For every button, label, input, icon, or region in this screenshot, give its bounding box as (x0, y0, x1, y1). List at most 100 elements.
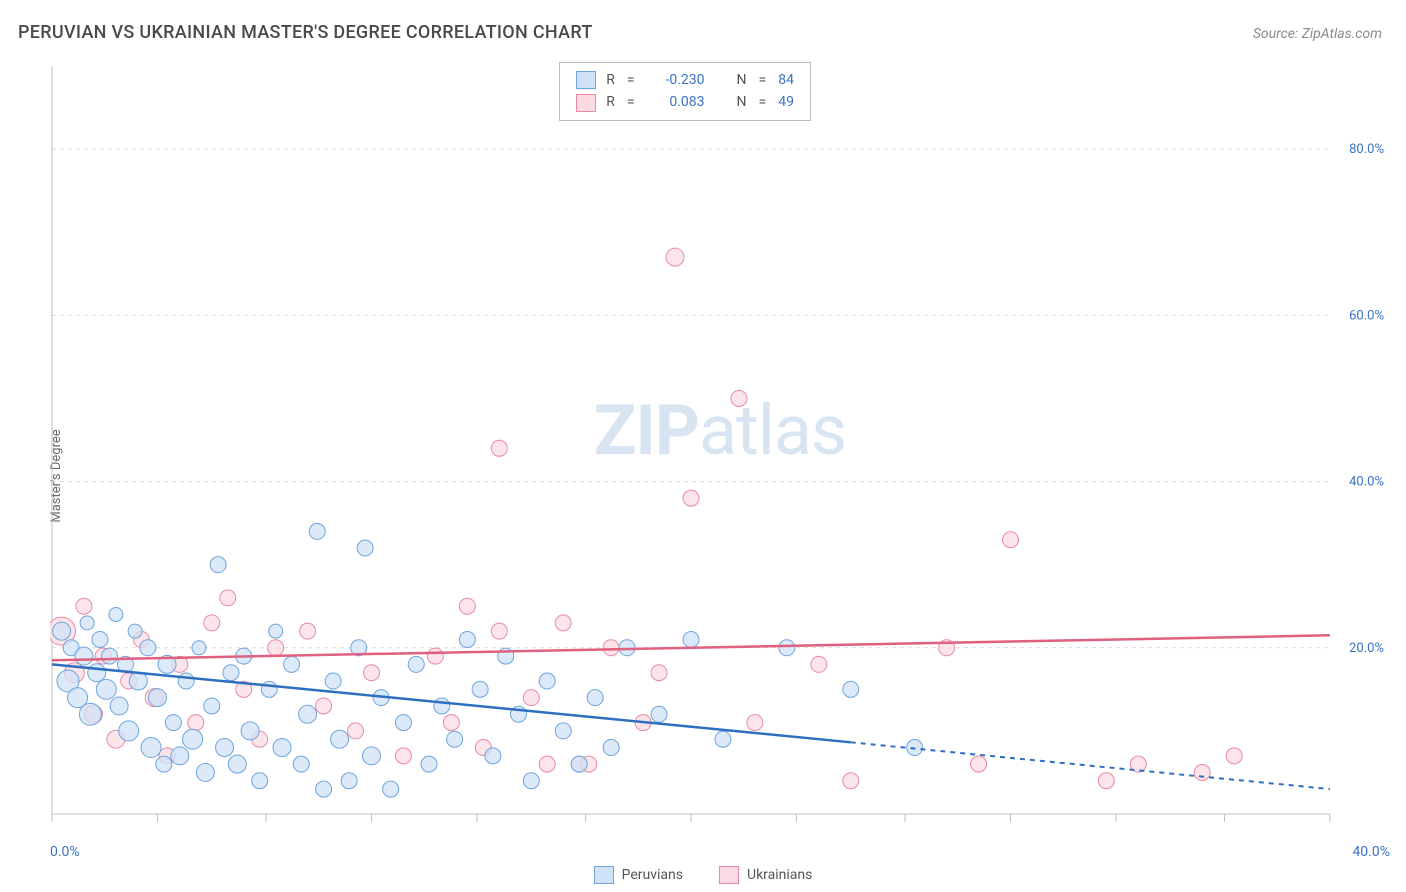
peruvians-point (79, 703, 101, 725)
series-legend-item: Peruvians (594, 866, 683, 884)
legend-swatch (576, 71, 596, 89)
ukrainians-point (76, 598, 92, 614)
ukrainians-point (603, 640, 619, 656)
peruvians-point (192, 641, 206, 655)
peruvians-point (316, 781, 332, 797)
ukrainians-point (491, 623, 507, 639)
legend-stat-row: R=-0.230N=84 (576, 69, 794, 91)
x-axis-min-label: 0.0% (50, 844, 80, 860)
peruvians-point (472, 681, 488, 697)
peruvians-point (110, 697, 128, 715)
peruvians-point (252, 773, 268, 789)
ukrainians-point (427, 648, 443, 664)
peruvians-point (75, 647, 93, 665)
peruvians-point (141, 738, 161, 758)
ukrainians-point (539, 756, 555, 772)
scatter-chart-svg: 20.0% 40.0% 60.0% 80.0% (50, 60, 1390, 832)
ukrainians-point (651, 665, 667, 681)
y-tick-label: 20.0% (1349, 641, 1384, 656)
peruvians-point (363, 747, 381, 765)
peruvians-point (148, 689, 166, 707)
legend-stat-row: R=0.083N=49 (576, 91, 794, 113)
peruvians-point (603, 740, 619, 756)
peruvians-point (171, 747, 189, 765)
peruvians-point (80, 616, 94, 630)
peruvians-point (183, 729, 203, 749)
ukrainians-point (971, 756, 987, 772)
peruvians-point (383, 781, 399, 797)
y-tick-label: 80.0% (1349, 142, 1384, 157)
ukrainians-point (666, 248, 684, 266)
chart-source: Source: ZipAtlas.com (1253, 26, 1382, 42)
peruvians-point (683, 631, 699, 647)
chart-title: PERUVIAN VS UKRAINIAN MASTER'S DEGREE CO… (18, 22, 593, 43)
peruvians-point (178, 673, 194, 689)
peruvians-point (907, 740, 923, 756)
peruvians-point (273, 739, 291, 757)
peruvians-point (228, 755, 246, 773)
peruvians-point (156, 756, 172, 772)
peruvians-point (293, 756, 309, 772)
peruvians-point (421, 756, 437, 772)
ukrainians-point (731, 390, 747, 406)
plot-area: 20.0%40.0%60.0%80.0% ZIPatlas R=-0.230N=… (50, 60, 1390, 832)
peruvians-point (341, 773, 357, 789)
ukrainians-point (1003, 532, 1019, 548)
ukrainians-point (395, 748, 411, 764)
peruvians-point (109, 608, 123, 622)
peruvians-point (216, 739, 234, 757)
ukrainians-point (683, 490, 699, 506)
peruvians-point (223, 665, 239, 681)
peruvians-point (539, 673, 555, 689)
peruvians-point (485, 748, 501, 764)
peruvians-point (408, 656, 424, 672)
peruvians-point (165, 715, 181, 731)
ukrainians-point (811, 656, 827, 672)
peruvians-point (331, 730, 349, 748)
peruvians-point (88, 664, 106, 682)
peruvians-point (119, 721, 139, 741)
ukrainians-point (220, 590, 236, 606)
series-legend-item: Ukrainians (719, 866, 812, 884)
peruvians-point (715, 731, 731, 747)
ukrainians-point (204, 615, 220, 631)
peruvians-point (587, 690, 603, 706)
peruvians-point (210, 557, 226, 573)
ukrainians-point (300, 623, 316, 639)
stats-legend-box: R=-0.230N=84R=0.083N=49 (559, 62, 811, 121)
ukrainians-point (316, 698, 332, 714)
peruvians-point (447, 731, 463, 747)
ukrainians-point (188, 715, 204, 731)
peruvians-point (92, 631, 108, 647)
peruvians-trendline-extrap (851, 742, 1330, 789)
peruvians-point (140, 640, 156, 656)
peruvians-point (284, 656, 300, 672)
peruvians-point (128, 624, 142, 638)
ukrainians-point (491, 440, 507, 456)
x-axis-max-label: 40.0% (1352, 844, 1390, 860)
peruvians-point (523, 773, 539, 789)
y-tick-label: 60.0% (1349, 308, 1384, 323)
y-tick-label: 40.0% (1349, 475, 1384, 490)
peruvians-point (204, 698, 220, 714)
peruvians-point (299, 705, 317, 723)
chart-header: PERUVIAN VS UKRAINIAN MASTER'S DEGREE CO… (0, 0, 1406, 53)
ukrainians-point (1098, 773, 1114, 789)
peruvians-point (309, 523, 325, 539)
ukrainians-point (364, 665, 380, 681)
ukrainians-point (1226, 748, 1242, 764)
legend-swatch (576, 94, 596, 112)
peruvians-point (325, 673, 341, 689)
peruvians-point (196, 763, 214, 781)
ukrainians-point (843, 773, 859, 789)
legend-swatch (719, 866, 739, 884)
series-legend-label: Ukrainians (747, 867, 812, 883)
series-legend-label: Peruvians (622, 867, 683, 883)
peruvians-point (779, 640, 795, 656)
peruvians-point (395, 715, 411, 731)
peruvians-point (269, 624, 283, 638)
ukrainians-point (747, 715, 763, 731)
series-legend: Peruvians Ukrainians (0, 866, 1406, 884)
ukrainians-point (523, 690, 539, 706)
peruvians-point (261, 681, 277, 697)
